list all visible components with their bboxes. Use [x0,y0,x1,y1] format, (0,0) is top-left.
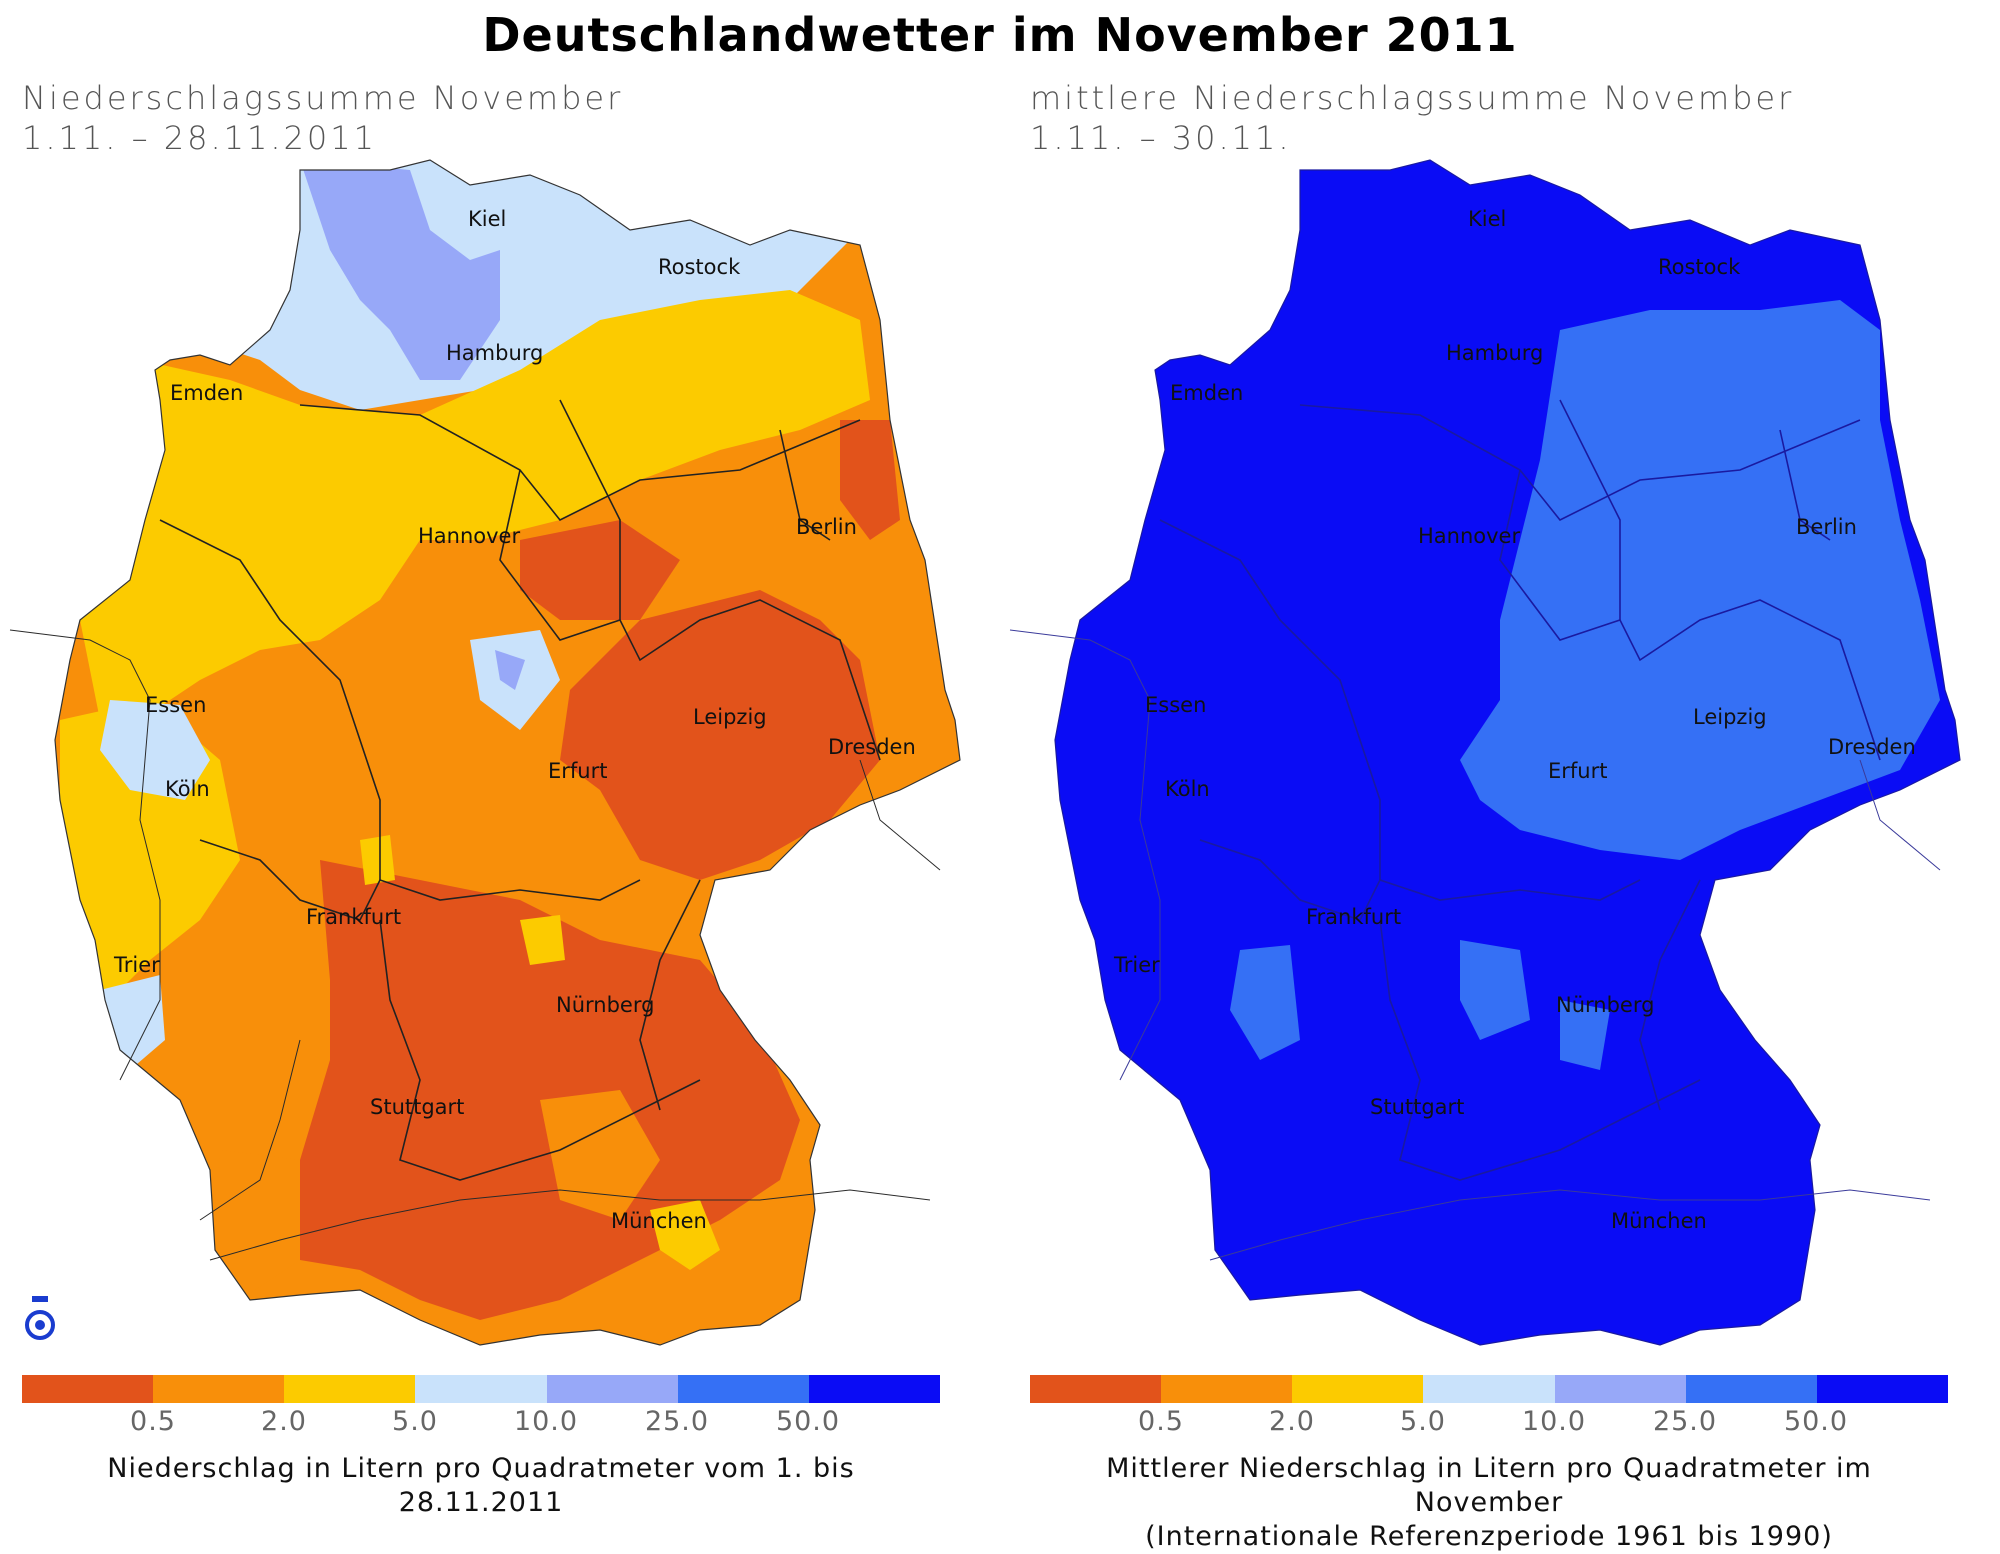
left-yellow-spot2 [360,835,395,885]
city-essen: Essen [145,693,206,717]
city-rostock: Rostock [1658,255,1741,279]
left-map-fill [55,160,960,1345]
left-light-blue-west [100,700,210,800]
left-yellow-spot [520,915,565,965]
city-erfurt: Erfurt [548,759,607,783]
city-hannover: Hannover [418,524,520,548]
right-map-fill [1055,160,1960,1345]
left-city-labels: Kiel Rostock Hamburg Emden Hannover Berl… [113,207,916,1233]
legend-swatch-2 [1161,1375,1293,1403]
city-rostock: Rostock [658,255,741,279]
legend-tick: 5.0 [1400,1406,1446,1437]
right-subtitle-line2: 1.11. – 30.11. [1030,119,1292,157]
right-subtitle-line1: mittlere Niederschlagssumme November [1030,79,1795,117]
city-nuernberg: Nürnberg [556,993,654,1017]
left-dark-orange-ne [840,420,900,540]
right-caption: Mittlerer Niederschlag in Litern pro Qua… [1030,1452,1948,1554]
legend-swatch-3 [284,1375,416,1403]
city-stuttgart: Stuttgart [1370,1095,1464,1119]
right-map: Kiel Rostock Hamburg Emden Hannover Berl… [1009,159,1961,1346]
left-subtitle-line1: Niederschlagssumme November [22,79,624,117]
city-essen: Essen [1145,693,1206,717]
left-map: Kiel Rostock Hamburg Emden Hannover Berl… [9,159,961,1346]
maps-canvas: Kiel Rostock Hamburg Emden Hannover Berl… [9,159,1961,1346]
legend-swatch-1 [22,1375,154,1403]
city-dresden: Dresden [828,735,916,759]
left-state-borders [159,399,881,1181]
city-hamburg: Hamburg [446,341,543,365]
left-orange-sw [210,1150,300,1300]
city-trier: Trier [1113,953,1160,977]
left-lavender-harz [495,650,525,690]
city-muenchen: München [1611,1209,1707,1233]
city-koeln: Köln [165,777,210,801]
right-caption-line2: (Internationale Referenzperiode 1961 bis… [1145,1521,1833,1552]
legend-tick: 2.0 [261,1406,307,1437]
city-leipzig: Leipzig [693,705,767,729]
legend-swatch-6 [677,1375,809,1403]
right-mid-blue-spot1 [1230,945,1300,1060]
city-nuernberg: Nürnberg [1556,993,1654,1017]
dwd-logo-icon [25,1296,55,1340]
right-mid-blue-spot3 [1560,1000,1610,1070]
legend-swatch-3 [1292,1375,1424,1403]
city-berlin: Berlin [796,515,857,539]
right-mid-blue-spot2 [1460,940,1530,1040]
legend-swatch-2 [153,1375,285,1403]
city-hamburg: Hamburg [1446,341,1543,365]
city-frankfurt: Frankfurt [306,905,401,929]
left-rivers [9,629,941,1261]
city-emden: Emden [170,381,243,405]
left-orange-bavaria [540,1090,660,1220]
city-erfurt: Erfurt [1548,759,1607,783]
left-subtitle: Niederschlagssumme November 1.11. – 28.1… [22,78,623,158]
page-title: Deutschlandwetter im November 2011 [482,8,1518,62]
right-state-borders [1159,399,1881,1181]
left-legend-bar [22,1375,940,1403]
legend-swatch-7 [1816,1375,1948,1403]
city-kiel: Kiel [1468,207,1506,231]
city-emden: Emden [1170,381,1243,405]
legend-tick: 0.5 [1138,1406,1184,1437]
legend-tick: 50.0 [775,1406,841,1437]
legend-tick: 25.0 [1652,1406,1718,1437]
legend-tick: 2.0 [1269,1406,1315,1437]
right-rivers [1009,629,1941,1261]
left-yellow-muenchen [650,1200,720,1270]
legend-tick: 5.0 [392,1406,438,1437]
legend-tick: 0.5 [130,1406,176,1437]
left-yellow-north [80,290,870,720]
legend-swatch-7 [808,1375,940,1403]
right-legend-bar [1030,1375,1948,1403]
legend-swatch-6 [1685,1375,1817,1403]
city-muenchen: München [611,1209,707,1233]
right-city-labels: Kiel Rostock Hamburg Emden Hannover Berl… [1113,207,1916,1233]
legend-swatch-5 [1554,1375,1686,1403]
right-subtitle: mittlere Niederschlagssumme November 1.1… [1030,78,1794,158]
legend-swatch-4 [1423,1375,1555,1403]
city-hannover: Hannover [1418,524,1520,548]
legend-tick: 50.0 [1783,1406,1849,1437]
city-berlin: Berlin [1796,515,1857,539]
city-kiel: Kiel [468,207,506,231]
left-dark-orange-center [520,520,680,620]
city-leipzig: Leipzig [1693,705,1767,729]
legend-tick: 10.0 [1521,1406,1587,1437]
city-stuttgart: Stuttgart [370,1095,464,1119]
right-caption-line1: Mittlerer Niederschlag in Litern pro Qua… [1106,1453,1872,1518]
city-koeln: Köln [1165,777,1210,801]
legend-swatch-1 [1030,1375,1162,1403]
left-subtitle-line2: 1.11. – 28.11.2011 [22,119,377,157]
left-lavender-sh [300,160,500,380]
city-trier: Trier [113,953,160,977]
left-dark-orange-east [560,590,880,880]
legend-tick: 10.0 [513,1406,579,1437]
city-frankfurt: Frankfurt [1306,905,1401,929]
city-dresden: Dresden [1828,735,1916,759]
legend-swatch-5 [546,1375,678,1403]
legend-tick: 25.0 [644,1406,710,1437]
left-caption: Niederschlag in Litern pro Quadratmeter … [107,1453,855,1518]
legend-swatch-4 [415,1375,547,1403]
